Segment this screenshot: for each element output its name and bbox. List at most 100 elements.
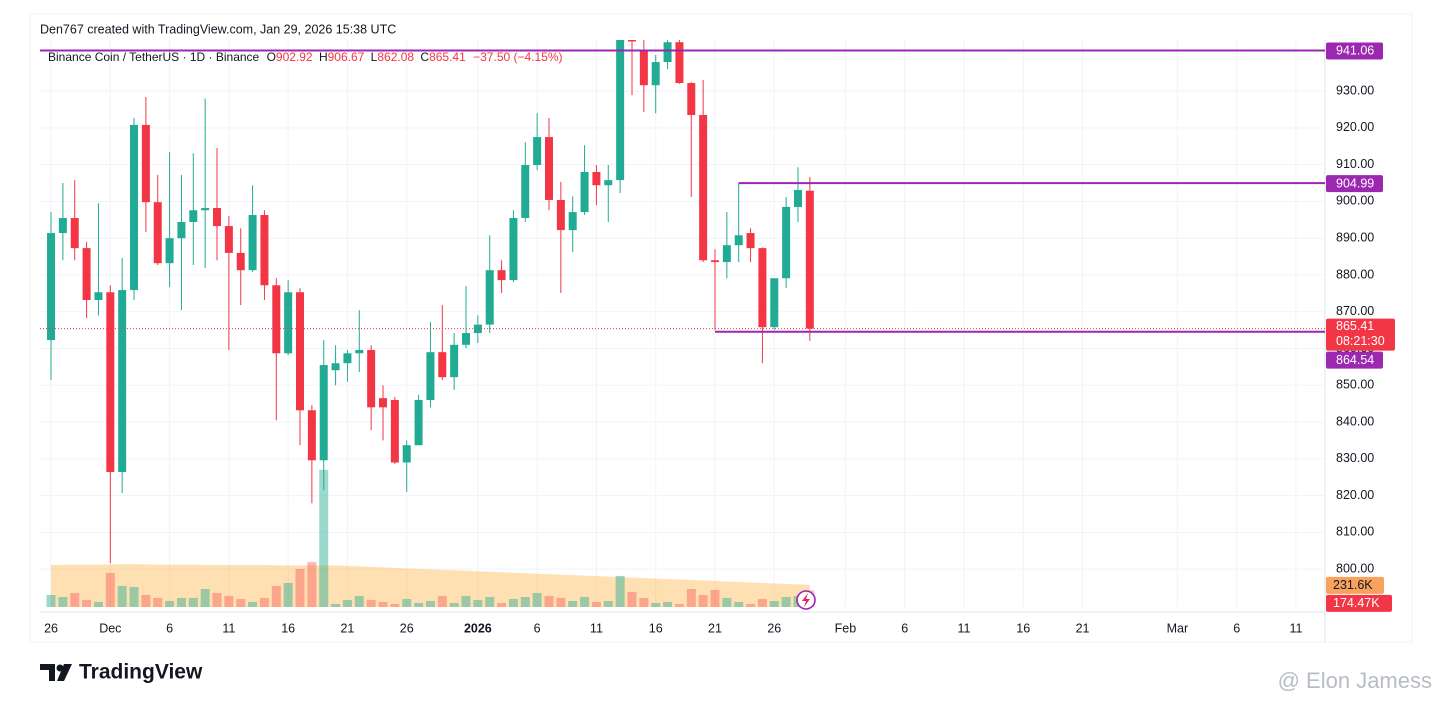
volume-bar — [746, 603, 756, 607]
candle-body — [224, 226, 233, 253]
volume-bar — [674, 603, 684, 607]
candle-body — [130, 124, 139, 291]
candle-body — [616, 40, 625, 181]
candle-body — [236, 252, 245, 271]
candle-body — [604, 180, 613, 186]
volume-bar — [331, 603, 341, 607]
candle-body — [118, 290, 127, 473]
candle-body — [544, 137, 553, 200]
x-tick-label: 6 — [166, 621, 173, 635]
volume-bar — [390, 603, 400, 607]
candle-body — [770, 278, 779, 328]
y-tick-label: 810.00 — [1336, 525, 1374, 539]
volume-bar — [449, 602, 459, 607]
x-tick-label: Mar — [1167, 621, 1189, 635]
volume-bar — [686, 588, 696, 607]
volume-bar — [615, 575, 625, 607]
volume-label: 174.47K — [1333, 596, 1380, 610]
candle-body — [497, 270, 506, 281]
candle-body — [462, 333, 471, 345]
volume-bar — [105, 572, 115, 607]
candle-body — [426, 352, 435, 400]
candle-body — [153, 202, 162, 264]
volume-bar — [402, 598, 412, 607]
volume-bar — [141, 594, 151, 607]
candle-body — [782, 206, 791, 279]
x-tick-label: 16 — [649, 621, 663, 635]
candle-body — [367, 349, 376, 408]
candle-body — [355, 349, 364, 354]
candle-body — [47, 233, 56, 341]
y-tick-label: 900.00 — [1336, 194, 1374, 208]
volume-bar — [153, 597, 163, 607]
candle-body — [592, 172, 601, 186]
volume-bar — [781, 596, 791, 607]
candle-body — [663, 42, 672, 63]
candle-body — [509, 217, 518, 281]
symbol-legend: Binance Coin / TetherUS · 1D · Binance O… — [48, 50, 563, 64]
candle-body — [141, 124, 150, 203]
candle-body — [213, 208, 222, 227]
y-tick-label: 830.00 — [1336, 451, 1374, 465]
volume-bar — [342, 599, 352, 607]
candle-body — [402, 445, 411, 463]
plot-area — [40, 40, 1325, 607]
volume-bar — [663, 601, 673, 607]
level-badge — [1326, 175, 1383, 193]
x-tick-label: 11 — [222, 621, 235, 635]
x-tick-label: 26 — [400, 621, 414, 635]
grid — [40, 40, 1325, 607]
volume-bar — [46, 594, 56, 607]
volume-bar — [212, 592, 222, 607]
x-tick-label: 16 — [1016, 621, 1030, 635]
volume-bar — [224, 595, 234, 607]
open-value: 902.92 — [276, 50, 313, 64]
volume-bar — [651, 602, 661, 607]
volume-bar — [354, 595, 364, 607]
candle-body — [568, 212, 577, 231]
candle-body — [248, 215, 257, 271]
volume-bar — [319, 469, 329, 607]
volume-bar — [568, 600, 578, 607]
volume-bar — [544, 595, 554, 607]
high-value: 906.67 — [328, 50, 365, 64]
candle-body — [319, 365, 328, 461]
candle-body — [485, 270, 494, 325]
alert-icon — [796, 590, 816, 610]
candle-body — [343, 353, 352, 364]
x-tick-label: 26 — [44, 621, 58, 635]
level-label: 904.99 — [1336, 176, 1374, 190]
volume-bar — [520, 596, 530, 607]
volume-bar — [603, 600, 613, 607]
volume-bar — [259, 597, 269, 607]
y-tick-label: 880.00 — [1336, 267, 1374, 281]
candle-body — [272, 285, 281, 354]
volume-bar — [473, 599, 483, 607]
volume-ma-label: 231.6K — [1333, 578, 1373, 592]
volume-bar — [117, 585, 127, 607]
candle-body — [177, 222, 186, 239]
level-badge — [1326, 351, 1383, 369]
volume-bar — [556, 597, 566, 607]
candle-body — [521, 165, 530, 218]
candle-body — [627, 40, 636, 42]
volume-bar — [722, 597, 732, 607]
x-tick-label: 21 — [340, 621, 354, 635]
y-tick-label: 850.00 — [1336, 378, 1374, 392]
candle-body — [687, 83, 696, 116]
y-tick-label: 930.00 — [1336, 83, 1374, 97]
candle-body — [710, 260, 719, 263]
candle-body — [438, 352, 447, 378]
brand-logo: TradingView — [40, 661, 203, 684]
level-label: 864.54 — [1336, 353, 1374, 367]
x-tick-label: 2026 — [464, 621, 492, 635]
candle-body — [82, 248, 91, 300]
candle-body — [296, 292, 305, 411]
x-tick-label: 11 — [1289, 621, 1302, 635]
candle-body — [805, 190, 814, 329]
candle-body — [94, 292, 103, 300]
volume-bar — [425, 600, 435, 607]
volume-bar — [188, 597, 198, 607]
candle-body — [699, 115, 708, 261]
